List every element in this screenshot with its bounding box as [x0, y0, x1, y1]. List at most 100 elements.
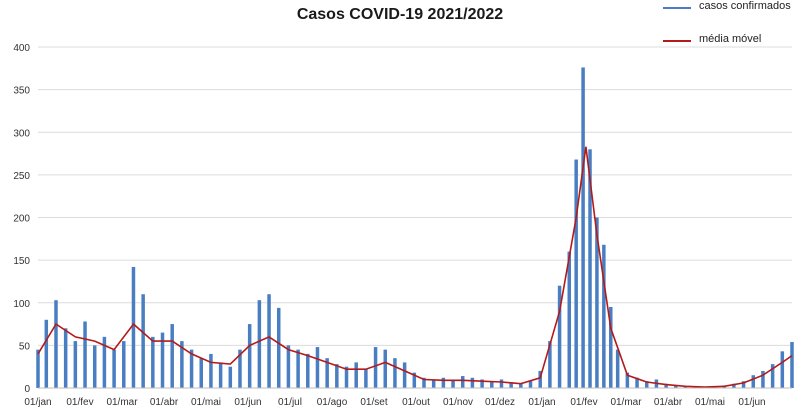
bar	[770, 364, 775, 388]
bar	[451, 380, 455, 388]
bar	[538, 370, 542, 388]
bar	[218, 362, 223, 388]
bar	[528, 381, 533, 388]
bar	[131, 266, 136, 388]
bar	[102, 336, 107, 388]
bar	[276, 307, 281, 388]
bar	[63, 328, 68, 388]
bar	[257, 300, 262, 388]
bar-series	[36, 67, 794, 389]
x-tick-label: 01/dez	[485, 397, 515, 408]
bar	[44, 319, 49, 388]
bar	[588, 149, 592, 388]
x-tick-label: 01/abr	[150, 397, 179, 408]
bar	[609, 307, 613, 388]
bar	[441, 377, 446, 388]
bar	[402, 362, 407, 388]
x-tick-label: 01/out	[402, 397, 430, 408]
bar	[460, 376, 465, 388]
axis-layer: 0 50 100 150 200 250 300 350 400 01/jan 01/fev 01/m…	[13, 43, 792, 408]
y-tick-label: 350	[13, 86, 30, 97]
bar	[199, 358, 204, 388]
bar	[595, 217, 599, 388]
bar	[315, 347, 320, 388]
bar	[635, 377, 639, 388]
legend-swatch-confirmed	[663, 7, 691, 9]
x-tick-label: 01/mar	[106, 397, 138, 408]
bar	[664, 383, 668, 388]
y-tick-label: 0	[24, 384, 30, 395]
bar	[83, 321, 87, 388]
y-tick-label: 250	[13, 171, 30, 182]
x-tick-label: 01/jan	[24, 397, 51, 408]
y-tick-label: 150	[13, 256, 30, 267]
bar	[354, 362, 358, 388]
line-series	[37, 146, 793, 388]
x-tick-label: 01/set	[360, 397, 387, 408]
bar	[228, 366, 233, 388]
bar	[189, 349, 194, 388]
bar	[54, 300, 58, 388]
bar	[574, 159, 578, 388]
bar	[335, 364, 339, 388]
bar	[180, 341, 184, 388]
bar	[519, 383, 523, 388]
y-tick-label: 50	[19, 341, 31, 352]
bar	[790, 341, 794, 388]
bar	[373, 347, 378, 388]
y-tick-label: 400	[13, 43, 30, 54]
chart-title: Casos COVID-19 2021/2022	[296, 6, 504, 23]
bar	[247, 324, 252, 388]
bar	[644, 381, 649, 388]
bar	[674, 385, 678, 388]
bar	[393, 358, 397, 388]
x-tick-label: 01/mar	[610, 397, 642, 408]
x-tick-label: 01/fev	[570, 397, 597, 408]
x-tick-label: 01/jun	[738, 397, 765, 408]
bar	[92, 345, 97, 388]
x-tick-label: 01/mai	[695, 397, 725, 408]
bar	[170, 324, 174, 388]
bar	[470, 377, 475, 388]
bar	[615, 349, 620, 388]
bar	[761, 370, 765, 388]
x-tick-label: 01/jul	[278, 397, 302, 408]
y-tick-label: 100	[13, 299, 30, 310]
bar	[151, 336, 155, 388]
bar	[306, 353, 310, 388]
bar	[364, 369, 368, 388]
bar	[625, 372, 630, 388]
bar	[141, 294, 145, 388]
bar	[431, 379, 436, 388]
x-tick-label: 01/ago	[317, 397, 348, 408]
bar	[732, 383, 736, 388]
bar	[581, 67, 585, 389]
bar	[567, 251, 572, 388]
bar	[238, 349, 242, 388]
x-tick-label: 01/abr	[654, 397, 683, 408]
bar	[325, 358, 329, 388]
bar	[499, 379, 504, 388]
bar	[267, 294, 271, 388]
legend-swatch-moving-average	[663, 40, 691, 42]
bar	[122, 341, 126, 388]
moving-average-line	[37, 146, 793, 388]
bar	[112, 349, 116, 388]
bar	[36, 349, 40, 388]
bar	[741, 381, 746, 388]
legend-label-confirmed: casos confirmados	[699, 0, 791, 12]
bar	[480, 379, 484, 388]
x-tick-label: 01/jan	[528, 397, 555, 408]
bar	[73, 341, 78, 388]
bar	[422, 377, 426, 388]
y-tick-label: 200	[13, 214, 30, 225]
bar	[412, 372, 417, 388]
x-tick-label: 01/jun	[234, 397, 261, 408]
x-tick-label: 01/mai	[191, 397, 221, 408]
bar	[160, 332, 165, 388]
y-tick-label: 300	[13, 128, 30, 139]
legend-label-moving-average: média móvel	[699, 33, 762, 45]
bar	[780, 351, 785, 388]
bar	[557, 285, 562, 388]
